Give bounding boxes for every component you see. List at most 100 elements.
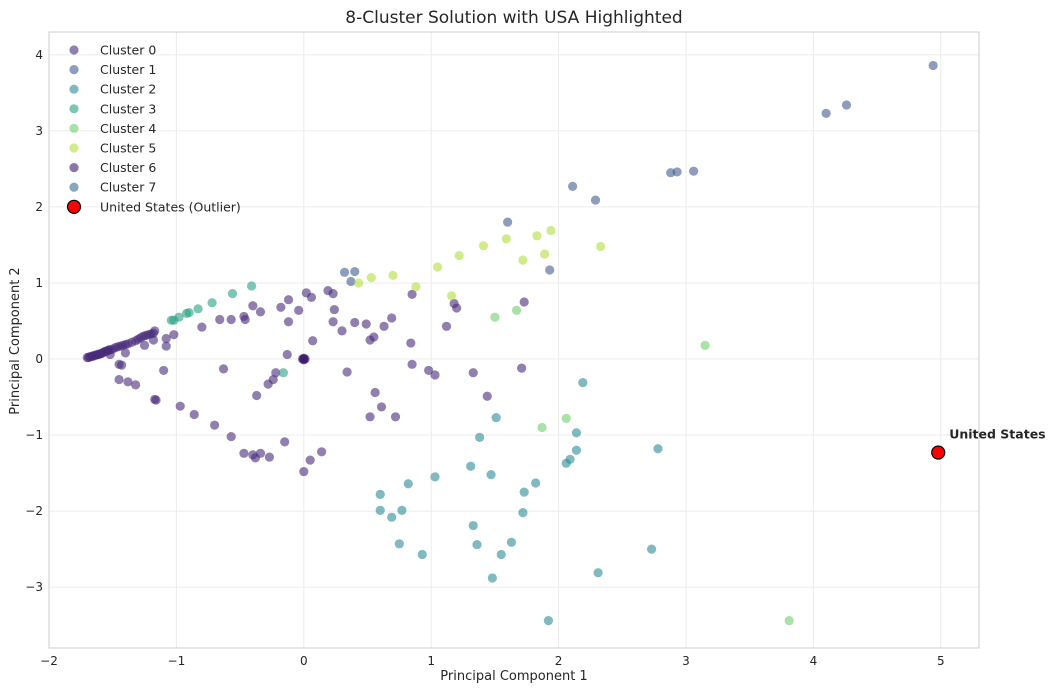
cluster-5-point xyxy=(539,249,550,259)
cluster-0-point xyxy=(123,377,133,387)
legend-label-cluster-1: Cluster 1 xyxy=(100,62,156,77)
cluster-2-point xyxy=(397,505,407,515)
x-tick-label: 1 xyxy=(427,654,435,668)
cluster-2-point xyxy=(543,616,553,626)
cluster-0-point xyxy=(248,301,258,311)
cluster-2-point xyxy=(646,544,657,554)
cluster-1-point xyxy=(689,166,699,176)
cluster-0-point xyxy=(252,390,262,401)
cluster-2-point xyxy=(571,445,582,455)
cluster-1-point xyxy=(339,267,350,277)
cluster-0-point xyxy=(255,307,266,317)
cluster-0-point xyxy=(175,401,185,411)
cluster-2-point xyxy=(403,479,413,489)
cluster-0-point xyxy=(226,431,236,442)
cluster-2-point xyxy=(571,428,582,438)
cluster-2-point xyxy=(487,573,497,583)
cluster-0-point xyxy=(306,292,317,303)
legend-marker-cluster-4 xyxy=(69,123,79,133)
cluster-5-point xyxy=(478,241,489,251)
cluster-0-point xyxy=(161,341,171,351)
cluster-0-point xyxy=(215,314,225,325)
cluster-2-point xyxy=(496,549,506,560)
cluster-0-point xyxy=(283,317,294,327)
y-tick-label: 0 xyxy=(35,352,43,366)
cluster-0-point xyxy=(482,391,492,401)
cluster-1-point xyxy=(350,266,360,277)
cluster-0-point xyxy=(468,368,478,378)
cluster-2-point xyxy=(653,444,663,454)
cluster-2-point xyxy=(394,539,404,549)
tick-labels: −2 −1 0 1 2 3 4 5 −3 −2 −1 0 1 2 3 4 xyxy=(25,48,944,668)
cluster-2-point xyxy=(375,489,385,499)
cluster-2-point xyxy=(506,537,517,547)
cluster-0-point xyxy=(280,437,290,447)
cluster-1-point xyxy=(503,217,513,227)
cluster-5-point xyxy=(366,273,376,283)
legend-marker-cluster-7 xyxy=(69,182,79,192)
legend: Cluster 0 Cluster 1 Cluster 2 Cluster 3 Clus… xyxy=(66,43,241,214)
cluster-3-point xyxy=(184,308,194,318)
legend-label-cluster-5: Cluster 5 xyxy=(100,141,156,156)
cluster-1-point xyxy=(590,195,601,205)
cluster-2-point xyxy=(561,458,571,468)
cluster-2-point xyxy=(491,412,501,423)
cluster-2-point xyxy=(466,461,476,471)
cluster-2-point xyxy=(519,487,529,497)
cluster-0-point xyxy=(255,448,266,458)
cluster-1-point xyxy=(821,108,831,118)
y-axis-label: Principal Component 2 xyxy=(8,267,23,414)
usa-annotation: United States xyxy=(949,427,1045,442)
x-tick-label: 2 xyxy=(555,654,563,668)
cluster-5-point xyxy=(454,250,464,261)
highlight-layer: United States xyxy=(931,427,1046,460)
cluster-0-point xyxy=(365,412,375,422)
cluster-2-point xyxy=(578,377,588,388)
legend-label-cluster-2: Cluster 2 xyxy=(100,82,156,97)
cluster-4-point xyxy=(537,422,547,433)
x-tick-label: −1 xyxy=(168,654,186,668)
cluster-0-point xyxy=(282,349,292,360)
cluster-0-point xyxy=(342,367,352,377)
y-tick-label: −2 xyxy=(25,504,43,518)
cluster-0-point xyxy=(283,295,294,305)
cluster-0-point xyxy=(276,302,286,312)
cluster-5-point xyxy=(411,282,421,292)
cluster-0-point xyxy=(197,322,207,332)
cluster-0-point xyxy=(406,338,416,348)
legend-marker-cluster-0 xyxy=(69,45,79,55)
cluster-0-point xyxy=(328,289,338,299)
cluster-5-point xyxy=(596,241,606,252)
cluster-5-point xyxy=(501,234,511,244)
cluster-0-point xyxy=(226,314,236,325)
cluster-0-point xyxy=(308,336,318,346)
cluster-0-point xyxy=(240,314,250,325)
y-tick-label: 3 xyxy=(35,124,43,138)
cluster-1-point xyxy=(928,60,938,71)
cluster-0-point xyxy=(264,452,274,462)
cluster-0-point xyxy=(305,455,315,465)
cluster-0-point xyxy=(271,368,281,378)
legend-label-usa: United States (Outlier) xyxy=(100,199,241,214)
cluster-0-point xyxy=(370,387,380,398)
cluster-0-point xyxy=(329,304,339,315)
cluster-1-point xyxy=(841,100,852,110)
legend-marker-usa xyxy=(66,199,82,214)
cluster-0-point xyxy=(369,332,379,342)
cluster-4-point xyxy=(561,413,571,423)
cluster-3-point xyxy=(278,368,289,378)
cluster-0-point xyxy=(387,313,397,323)
cluster-2-point xyxy=(486,470,496,480)
cluster-0-point xyxy=(317,447,327,457)
cluster-2-point xyxy=(531,478,541,488)
cluster-5-point xyxy=(388,270,398,280)
cluster-0-point xyxy=(299,466,309,477)
cluster-1-point xyxy=(666,168,676,178)
cluster-0-point xyxy=(169,330,179,340)
cluster-0-point xyxy=(117,360,127,370)
cluster-0-point xyxy=(328,317,338,327)
cluster-2-point xyxy=(475,432,485,442)
cluster-2-point xyxy=(417,549,427,560)
cluster-0-point xyxy=(139,340,150,350)
